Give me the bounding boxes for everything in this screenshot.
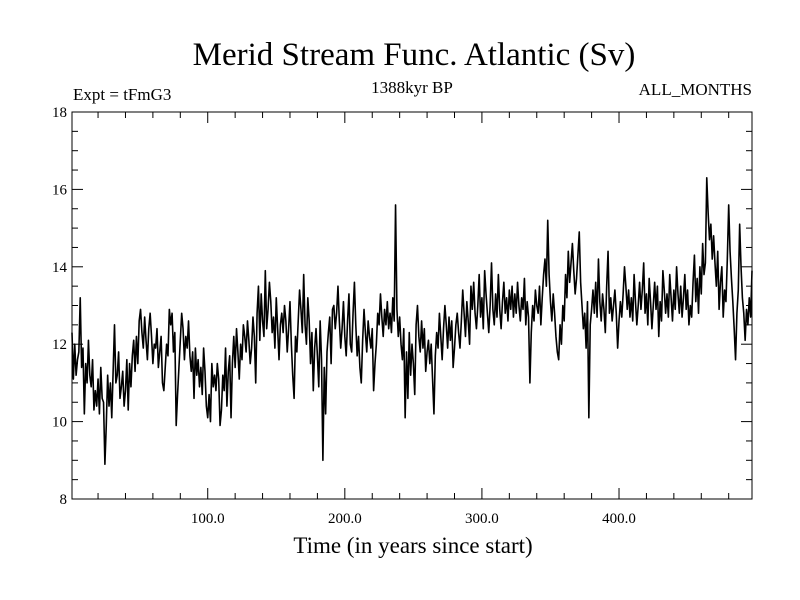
y-axis: 8 10 12 14 16 18 [52, 105, 752, 508]
y-tick-label: 10 [52, 415, 67, 431]
chart-title: Merid Stream Func. Atlantic (Sv) [193, 37, 636, 73]
series-group [71, 176, 753, 465]
chart-subtitle: 1388kyr BP [371, 78, 453, 97]
x-tick-label: 200.0 [328, 511, 362, 527]
y-tick-label: 8 [60, 492, 68, 508]
x-tick-label: 100.0 [191, 511, 225, 527]
y-tick-label: 18 [52, 105, 67, 121]
y-tick-label: 14 [52, 260, 68, 276]
y-tick-label: 12 [52, 337, 67, 353]
y-tick-label: 16 [52, 182, 68, 198]
x-axis-label: Time (in years since start) [293, 533, 532, 558]
experiment-label: Expt = tFmG3 [73, 85, 171, 104]
months-label: ALL_MONTHS [639, 80, 752, 99]
x-axis: 100.0 200.0 300.0 400.0 [97, 112, 730, 527]
x-tick-label: 400.0 [602, 511, 636, 527]
series-line [71, 176, 753, 465]
x-tick-label: 300.0 [465, 511, 499, 527]
